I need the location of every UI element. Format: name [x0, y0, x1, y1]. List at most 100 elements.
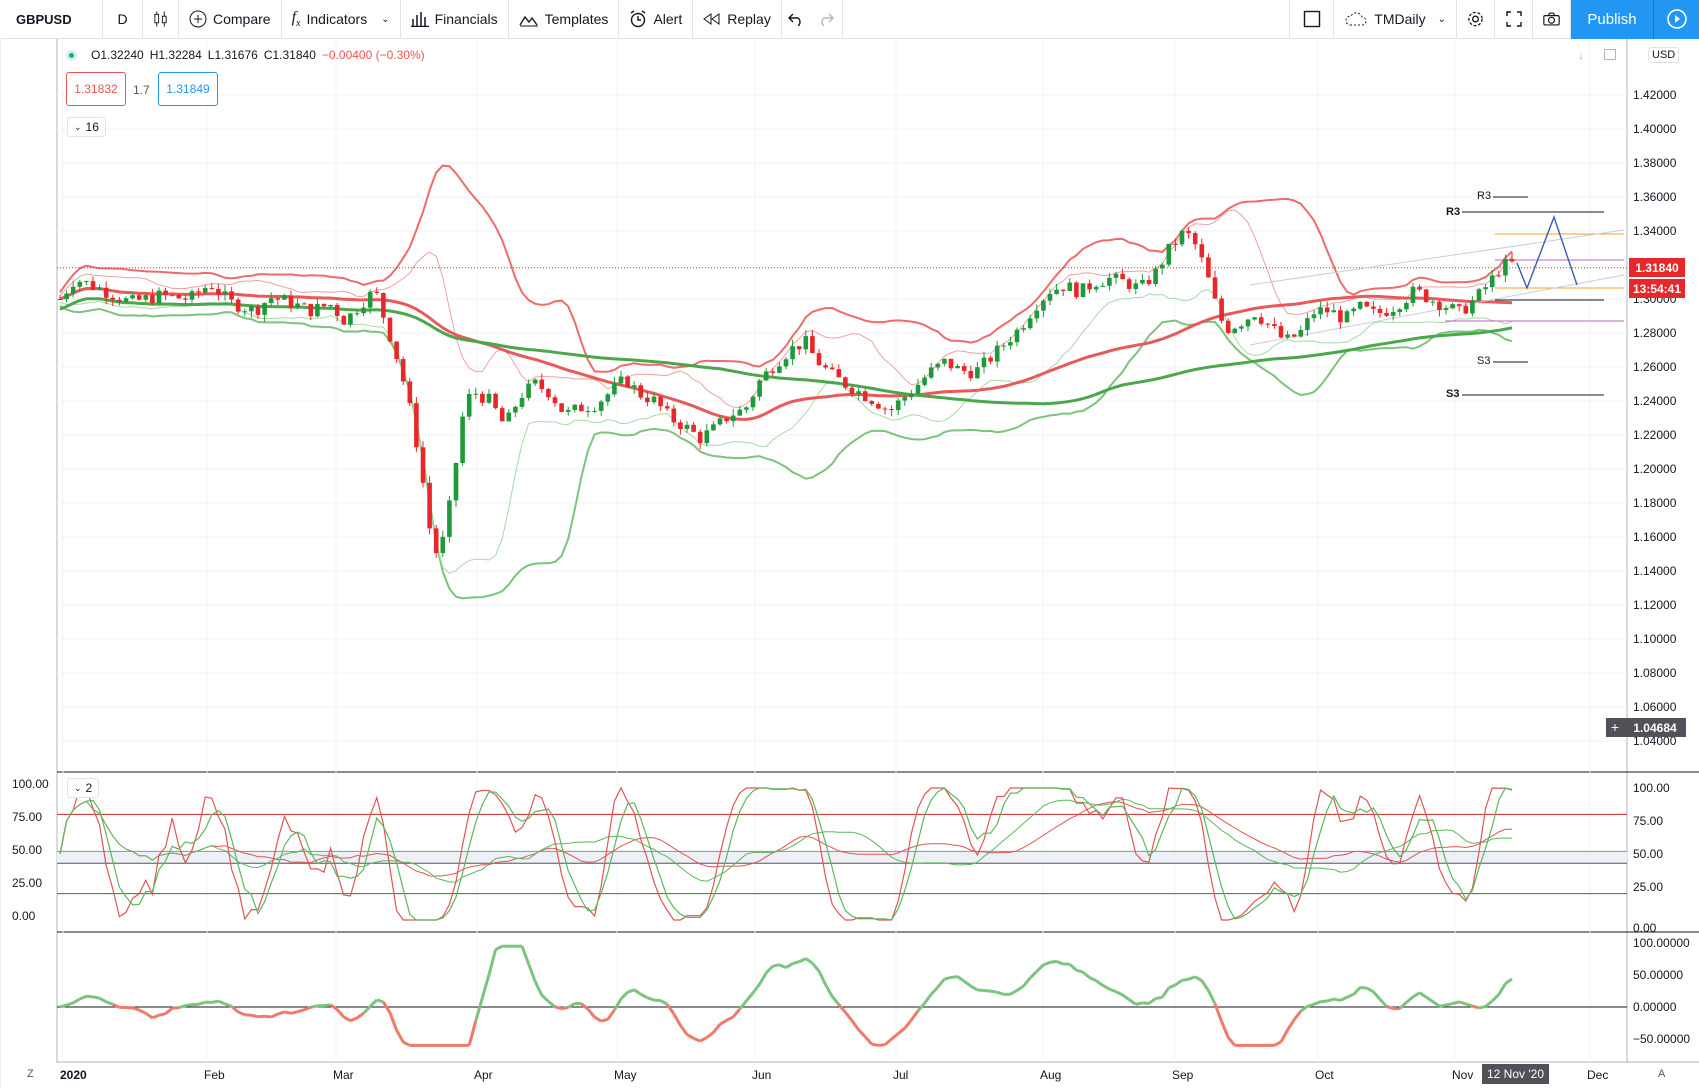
momentum-segment: [1009, 989, 1018, 996]
ohlc-legend: O1.32240 H1.32284 L1.31676 C1.31840 −0.0…: [66, 48, 425, 62]
candle-body: [301, 303, 307, 305]
momentum-segment: [936, 978, 946, 989]
settings-button[interactable]: [1457, 0, 1495, 39]
financials-button[interactable]: Financials: [401, 0, 509, 39]
candle-body: [961, 365, 967, 371]
time-tick-label: Mar: [333, 1068, 354, 1082]
candle-body: [691, 424, 696, 432]
candle-body: [1437, 301, 1442, 311]
lower-band-inner: [59, 288, 1513, 575]
candle-body: [1331, 310, 1337, 313]
candle-body: [816, 353, 822, 366]
time-tick-label: Dec: [1587, 1068, 1609, 1082]
candle-body: [282, 295, 287, 300]
momentum-segment: [105, 1000, 114, 1006]
candle-body: [744, 407, 749, 410]
candle-body: [275, 298, 281, 300]
momentum-segment: [871, 1042, 879, 1047]
candle-body: [526, 383, 531, 398]
candle-body: [499, 408, 505, 422]
momentum-segment: [1108, 987, 1117, 994]
candle-body: [1476, 289, 1482, 301]
publish-menu-button[interactable]: [1653, 0, 1699, 39]
interval-button[interactable]: D: [103, 0, 143, 39]
candle-body: [1107, 277, 1112, 286]
candle-body: [1252, 317, 1257, 320]
momentum-segment: [1148, 997, 1157, 1005]
scroll-down-icon[interactable]: ↓: [1578, 48, 1584, 62]
indicators-toggle[interactable]: ⌄ 16: [67, 117, 106, 137]
candle-body: [803, 336, 809, 350]
momentum-segment: [1425, 995, 1434, 1003]
momentum-segment: [388, 1012, 399, 1031]
momentum-segment: [699, 1036, 708, 1043]
chart-type-button[interactable]: [143, 0, 179, 39]
momentum-segment: [831, 995, 840, 1006]
buy-button[interactable]: 1.31849: [158, 72, 218, 106]
snapshot-button[interactable]: [1533, 0, 1571, 39]
momentum-segment: [561, 1005, 569, 1011]
sell-button[interactable]: 1.31832: [66, 72, 126, 106]
chevron-down-icon: ⌄: [1437, 13, 1446, 25]
candle-body: [1232, 328, 1238, 333]
layout-name-button[interactable]: TMDaily ⌄: [1334, 0, 1457, 39]
momentum-segment: [1484, 999, 1494, 1008]
momentum-segment: [1439, 1003, 1447, 1008]
financials-label: Financials: [434, 11, 498, 27]
momentum-segment: [798, 957, 807, 964]
cloud-icon: [1345, 12, 1367, 26]
candle-body: [1126, 279, 1132, 289]
redo-button[interactable]: [810, 0, 843, 39]
select-layout-button[interactable]: [1290, 0, 1335, 39]
candle-body: [328, 304, 333, 307]
currency-label: USD: [1648, 47, 1680, 63]
indicators-button[interactable]: fx Indicators ⌄: [282, 0, 401, 39]
pane-borders: [0, 39, 1699, 1088]
candle-body: [757, 380, 762, 397]
candle-body: [968, 370, 974, 379]
undo-button[interactable]: [782, 0, 810, 39]
osc-indicators-toggle[interactable]: ⌄ 2: [67, 778, 100, 798]
auto-scale-toggle[interactable]: A: [1658, 1068, 1666, 1080]
drawing-tools[interactable]: [57, 196, 1627, 396]
momentum-segment: [1102, 984, 1111, 991]
symbol-search[interactable]: GBPUSD: [0, 0, 103, 39]
countdown-tag: 13:54:41: [1629, 279, 1685, 298]
replay-button[interactable]: Replay: [693, 0, 782, 39]
momentum-segment: [778, 963, 787, 969]
momentum-segment: [494, 944, 503, 951]
zoom-toggle[interactable]: Z: [27, 1068, 34, 1080]
templates-button[interactable]: Templates: [509, 0, 620, 39]
momentum-segment: [224, 1002, 233, 1008]
candle-body: [57, 299, 63, 300]
candle-body: [262, 302, 267, 315]
candle-body: [790, 346, 795, 360]
momentum-segment: [653, 998, 661, 1003]
momentum-segment: [990, 989, 998, 994]
candle-body: [678, 422, 683, 430]
crosshair-date-tag: 12 Nov '20: [1482, 1064, 1549, 1084]
price-tick-label: 1.18000: [1633, 496, 1677, 510]
candle-body: [414, 403, 419, 448]
osc-tick-label: 75.00: [1633, 814, 1664, 828]
compare-button[interactable]: Compare: [179, 0, 282, 39]
maximize-pane-icon[interactable]: [1604, 49, 1616, 60]
crosshair-plus-icon[interactable]: +: [1606, 718, 1624, 737]
candle-body: [552, 397, 558, 404]
momentum-segment: [1366, 986, 1375, 994]
momentum-segment: [198, 1000, 206, 1006]
publish-button[interactable]: Publish: [1571, 0, 1653, 39]
momentum-segment: [792, 960, 800, 966]
candle-body: [1489, 275, 1495, 288]
candle-body: [117, 299, 122, 302]
momentum-segment: [765, 965, 774, 974]
momentum-segment: [1346, 993, 1355, 999]
templates-label: Templates: [544, 11, 609, 27]
fullscreen-button[interactable]: [1495, 0, 1533, 39]
momentum-segment: [627, 988, 635, 994]
candle-body: [1384, 312, 1389, 316]
candle-body: [684, 424, 690, 430]
momentum-segment: [1174, 979, 1183, 987]
alert-button[interactable]: Alert: [619, 0, 694, 39]
